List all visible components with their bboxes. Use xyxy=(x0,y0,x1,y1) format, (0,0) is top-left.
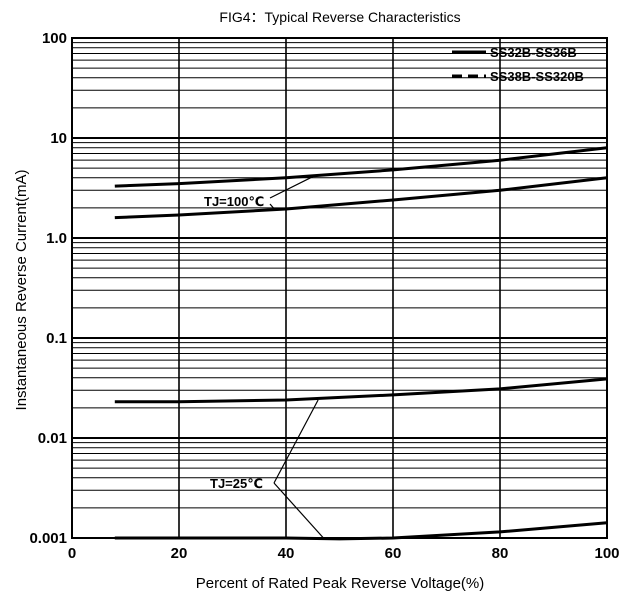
series-line-4 xyxy=(114,521,608,541)
x-tick-label: 40 xyxy=(278,545,295,562)
annotation-leaders xyxy=(269,176,324,539)
y-tick-labels: 0.001 0.01 0.1 1.0 10 100 xyxy=(29,30,67,547)
series-line-1 xyxy=(114,146,608,188)
annotation-label: TJ=25℃ xyxy=(210,476,263,491)
y-tick-label: 0.01 xyxy=(38,430,67,447)
x-tick-label: 0 xyxy=(68,545,76,562)
x-axis-label: Percent of Rated Peak Reverse Voltage(%) xyxy=(196,575,485,592)
annotation-leader xyxy=(273,482,324,539)
annotation-label: TJ=100℃ xyxy=(204,194,264,209)
legend-label: SS38B-SS320B xyxy=(490,69,584,84)
series-line-3 xyxy=(114,377,608,404)
y-tick-label: 1.0 xyxy=(46,230,67,247)
x-tick-label: 100 xyxy=(594,545,619,562)
x-tick-label: 80 xyxy=(492,545,509,562)
annotation-leader xyxy=(269,203,276,211)
chart-title: FIG4：Typical Reverse Characteristics xyxy=(219,9,460,25)
legend-label: SS32B-SS36B xyxy=(490,45,577,60)
series-line-2 xyxy=(114,176,608,220)
curves xyxy=(114,146,608,541)
y-tick-label: 0.1 xyxy=(46,330,67,347)
annotation-leader xyxy=(273,399,319,484)
legend: SS32B-SS36B SS38B-SS320B xyxy=(452,45,584,84)
annotation-leader xyxy=(269,176,314,199)
x-tick-label: 60 xyxy=(385,545,402,562)
annotations: TJ=100℃ TJ=25℃ xyxy=(204,194,264,491)
y-tick-label: 0.001 xyxy=(29,530,67,547)
y-axis-label: Instantaneous Reverse Current(mA) xyxy=(13,170,30,411)
grid xyxy=(71,37,608,539)
y-tick-label: 10 xyxy=(50,130,67,147)
x-tick-labels: 0 20 40 60 80 100 xyxy=(68,545,619,562)
plot-frame xyxy=(71,37,608,539)
y-tick-label: 100 xyxy=(42,30,67,47)
x-tick-label: 20 xyxy=(171,545,188,562)
